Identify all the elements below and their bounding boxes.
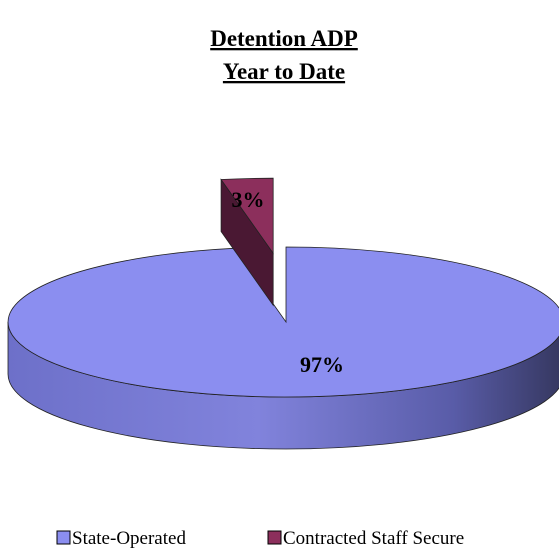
chart-title-line-2: Year to Date: [223, 59, 345, 84]
data-label-contracted-staff-secure: 3%: [232, 187, 265, 212]
legend: State-Operated Contracted Staff Secure: [56, 528, 464, 549]
pie-3d-body: [7, 177, 559, 450]
legend-label-state-operated: State-Operated: [72, 528, 186, 549]
legend-swatch-state-operated: [56, 530, 71, 545]
pie-slice-contracted-staff-secure: [220, 177, 274, 307]
data-label-state-operated: 97%: [300, 352, 344, 377]
pie-slice-contracted-top: [220, 177, 274, 255]
chart-title-line-1: Detention ADP: [210, 26, 358, 51]
legend-label-contracted-staff-secure: Contracted Staff Secure: [283, 528, 464, 549]
pie-slice-state-operated-top: [7, 246, 559, 398]
pie-slice-state-operated: [7, 246, 559, 450]
legend-swatch-contracted-staff-secure: [267, 530, 282, 545]
